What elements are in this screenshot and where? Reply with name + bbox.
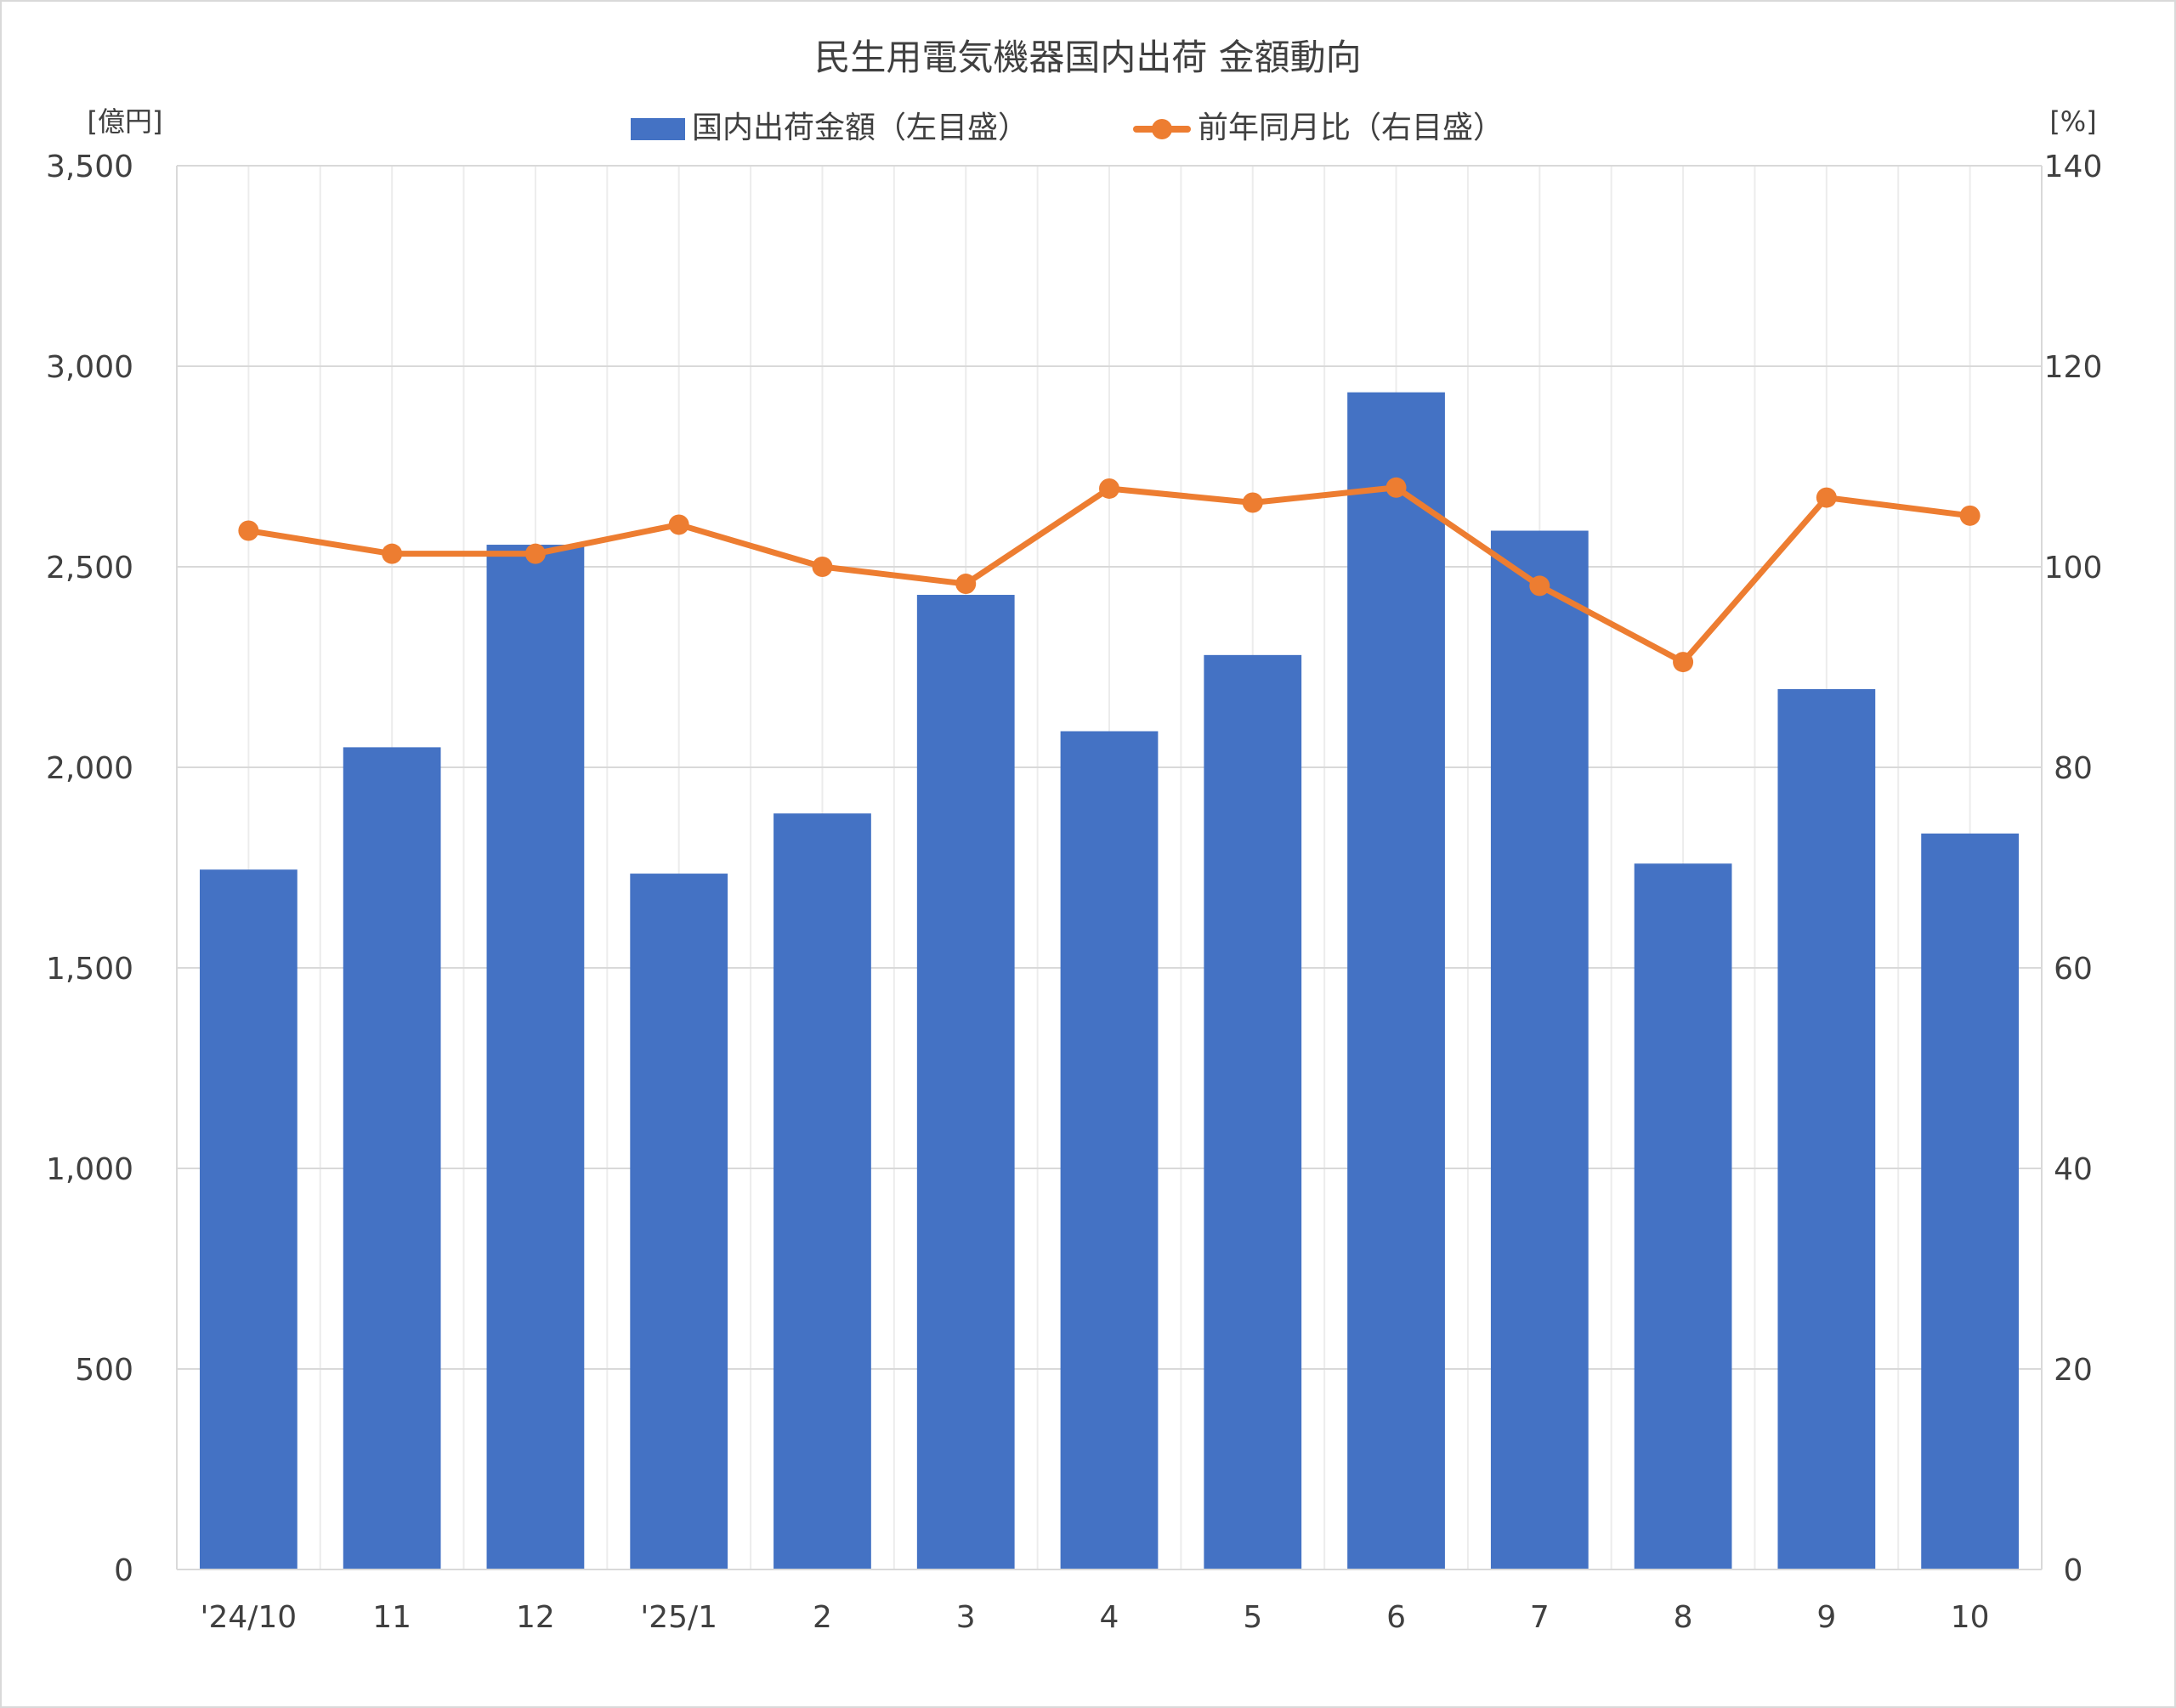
- bar: [1777, 688, 1876, 1570]
- left-tick-label: 2,500: [46, 551, 133, 585]
- x-tick-label: 10: [1951, 1600, 1990, 1635]
- left-tick-label: 2,000: [46, 751, 133, 786]
- x-tick-label: 5: [1243, 1600, 1262, 1635]
- x-tick-label: 6: [1386, 1600, 1406, 1635]
- line-series: [238, 477, 1980, 673]
- right-tick-label: 100: [2044, 551, 2103, 585]
- line-point: [524, 543, 546, 564]
- left-tick-label: 0: [114, 1553, 133, 1588]
- bar: [630, 874, 728, 1569]
- bar: [774, 813, 871, 1569]
- legend-line-marker: [1152, 119, 1172, 139]
- bar: [486, 545, 585, 1569]
- line-point: [1816, 487, 1837, 508]
- left-tick-label: 3,500: [46, 150, 133, 184]
- line-point: [382, 543, 403, 564]
- bar: [1634, 863, 1732, 1569]
- left-axis-unit: [億円]: [88, 105, 163, 138]
- line-point: [668, 514, 689, 535]
- x-tick-label: 12: [516, 1600, 555, 1635]
- right-tick-label: 60: [2054, 952, 2093, 987]
- right-tick-label: 40: [2054, 1152, 2093, 1187]
- left-tick-label: 1,000: [46, 1152, 133, 1187]
- legend-bar-label: 国内出荷金額（左目盛）: [692, 110, 1028, 145]
- right-axis-unit: [%]: [2049, 105, 2096, 138]
- axes: 0 0 500 20 1,000 40 1,500 60 2,000 80 2,500 100 3,00…: [46, 150, 2102, 1635]
- x-tick-label: 3: [956, 1600, 976, 1635]
- line-point: [1529, 575, 1550, 597]
- x-tick-label: '25/1: [640, 1600, 717, 1635]
- line-point: [1673, 652, 1694, 673]
- left-tick-label: 500: [75, 1353, 133, 1388]
- bar: [1204, 654, 1302, 1569]
- line-point: [238, 520, 259, 541]
- x-tick-label: 8: [1674, 1600, 1693, 1635]
- right-tick-label: 120: [2044, 350, 2103, 385]
- legend-bar-swatch: [631, 118, 685, 140]
- x-tick-label: 7: [1530, 1600, 1550, 1635]
- left-tick-label: 1,500: [46, 952, 133, 987]
- x-tick-label: 4: [1100, 1600, 1119, 1635]
- right-tick-label: 0: [2064, 1553, 2083, 1588]
- x-tick-label: 11: [372, 1600, 411, 1635]
- legend: 国内出荷金額（左目盛） 前年同月比（右目盛）: [631, 110, 1504, 145]
- right-tick-label: 20: [2054, 1353, 2093, 1388]
- left-tick-label: 3,000: [46, 350, 133, 385]
- line-point: [1099, 478, 1119, 499]
- x-tick-label: '24/10: [201, 1600, 298, 1635]
- line-point: [1242, 492, 1263, 513]
- legend-line-label: 前年同月比（右目盛）: [1198, 110, 1504, 145]
- x-tick-label: 9: [1816, 1600, 1836, 1635]
- bar: [1347, 392, 1445, 1570]
- bar-series: [200, 392, 2019, 1570]
- line-point: [955, 574, 977, 595]
- bar: [1921, 833, 2019, 1569]
- right-tick-label: 80: [2054, 751, 2093, 786]
- bar: [1490, 530, 1589, 1569]
- line-point: [812, 557, 833, 577]
- line-point: [1386, 477, 1407, 498]
- line-point: [1959, 505, 1980, 526]
- bar: [916, 595, 1015, 1569]
- x-tick-label: 2: [813, 1600, 832, 1635]
- right-tick-label: 140: [2044, 150, 2103, 184]
- bar: [343, 747, 441, 1569]
- chart-title: 民生用電気機器国内出荷 金額動向: [814, 37, 1361, 78]
- bar: [200, 869, 298, 1569]
- bar: [1060, 731, 1159, 1569]
